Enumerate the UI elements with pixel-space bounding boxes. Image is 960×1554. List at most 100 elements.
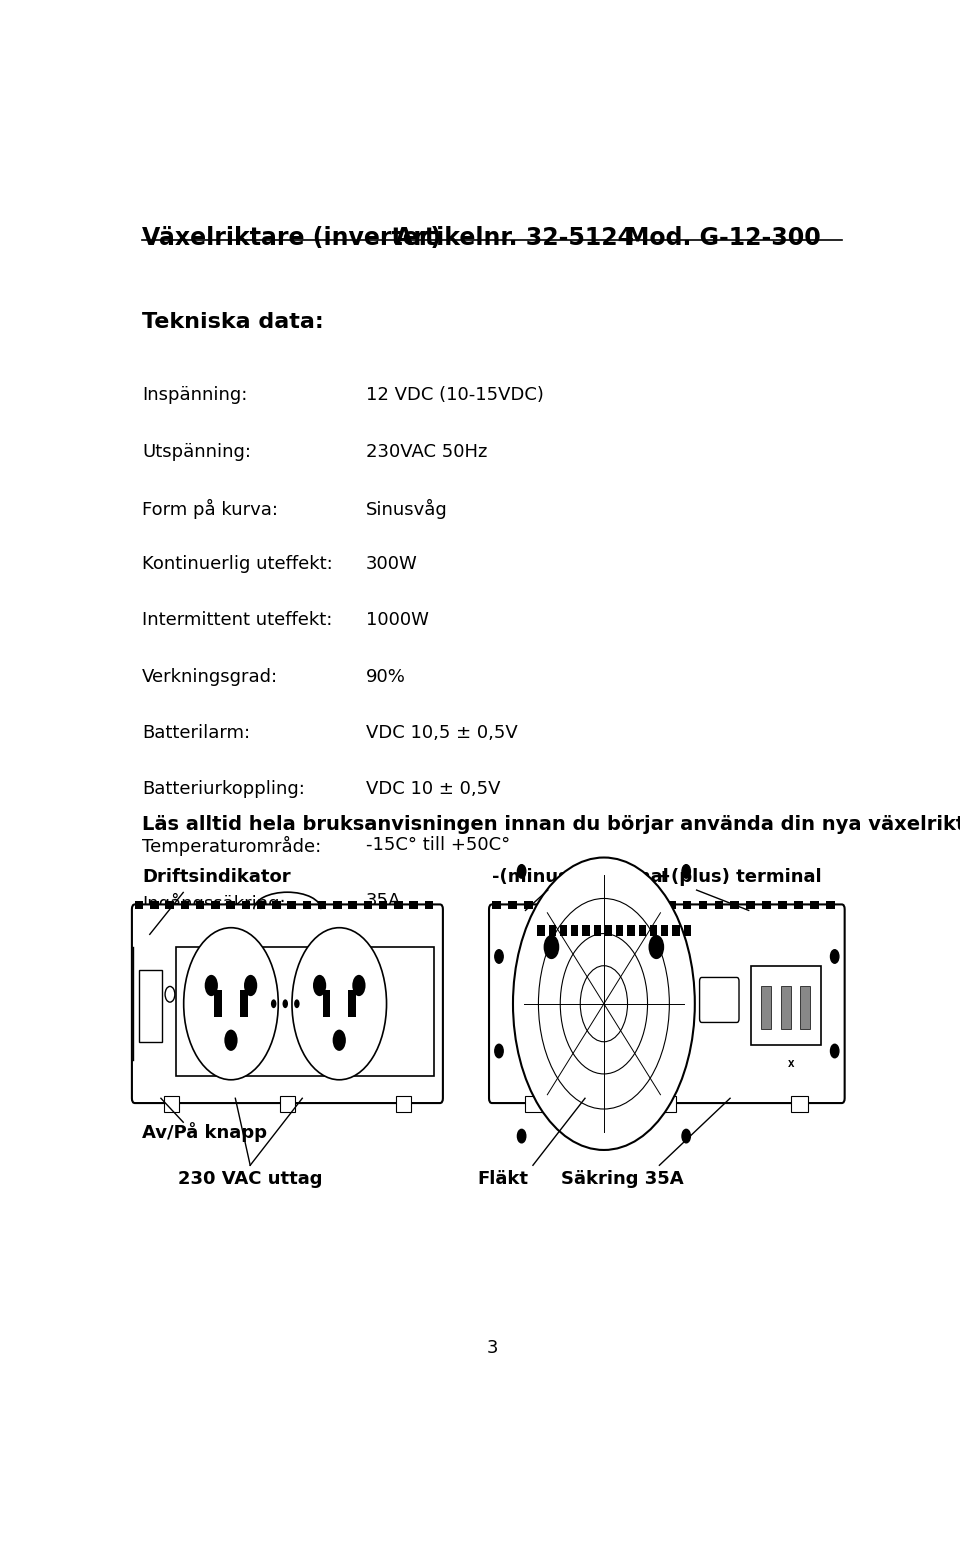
Circle shape [544,936,559,959]
Text: Mod. G-12-300: Mod. G-12-300 [626,225,821,250]
Bar [196,901,204,909]
Bar [605,925,612,936]
Circle shape [494,949,503,963]
Text: Överbelastningsskydd:: Överbelastningsskydd: [142,948,348,968]
Bar [714,901,723,909]
Circle shape [292,928,387,1080]
Text: Verkningsgrad:: Verkningsgrad: [142,668,278,685]
Text: Temperaturområde:: Temperaturområde: [142,836,322,856]
Bar [348,990,356,1018]
Bar [603,901,612,909]
Bar [538,925,544,936]
Bar [164,1097,180,1111]
Text: 3: 3 [487,1338,497,1357]
Bar [176,946,434,1075]
Bar [379,901,387,909]
Text: 300W: 300W [366,555,418,573]
Circle shape [517,864,526,878]
Bar [396,1097,411,1111]
Bar [571,901,580,909]
Bar [801,985,810,1029]
Circle shape [352,974,366,996]
Bar [667,901,676,909]
Bar [165,901,174,909]
Bar [810,901,819,909]
Text: Fläkt: Fläkt [366,1005,409,1023]
Bar [492,901,501,909]
Bar [638,925,646,936]
Circle shape [649,936,663,959]
Bar [619,901,628,909]
Bar [395,901,402,909]
FancyBboxPatch shape [132,904,443,1103]
Bar [508,901,516,909]
Bar [524,901,533,909]
Text: Kontinuerlig uteffekt:: Kontinuerlig uteffekt: [142,555,333,573]
Circle shape [244,974,257,996]
FancyBboxPatch shape [489,904,845,1103]
Bar [794,901,803,909]
Text: Av/På knapp: Av/På knapp [142,1122,267,1142]
Bar [731,901,739,909]
Bar [583,925,589,936]
Bar [636,901,644,909]
Text: -(minus) terminal: -(minus) terminal [492,869,669,886]
Circle shape [539,898,669,1110]
Bar [616,925,623,936]
Circle shape [830,949,839,963]
Text: 12 VDC (10-15VDC): 12 VDC (10-15VDC) [366,387,543,404]
Bar [139,970,162,1041]
Bar [318,901,326,909]
Text: 1000W: 1000W [366,611,428,629]
Bar [348,901,357,909]
Bar [214,990,222,1018]
Circle shape [682,864,690,878]
Text: Intermittent uteffekt:: Intermittent uteffekt: [142,611,333,629]
Bar [571,925,579,936]
Text: Inspänning:: Inspänning: [142,387,248,404]
Bar [279,1097,295,1111]
Bar [549,925,556,936]
Circle shape [282,999,288,1009]
Bar [826,901,834,909]
Bar [699,901,708,909]
Text: 230VAC 50Hz: 230VAC 50Hz [366,443,487,460]
Bar [684,925,691,936]
Bar [762,901,771,909]
Bar [791,1097,808,1111]
Bar [525,1097,542,1111]
Bar [323,990,330,1018]
Bar [257,901,265,909]
Bar [761,985,771,1029]
Circle shape [225,1030,237,1051]
Text: Driftsindikator: Driftsindikator [142,869,291,886]
Bar [593,925,601,936]
Bar [302,901,311,909]
Bar [409,901,418,909]
Text: Sinusvåg: Sinusvåg [366,499,447,519]
Text: Utspänning:: Utspänning: [142,443,252,460]
Bar [540,901,548,909]
Bar [150,901,158,909]
Circle shape [580,965,628,1041]
Circle shape [165,987,175,1002]
Circle shape [332,1030,346,1051]
Bar [672,925,680,936]
Text: Säkring 35A: Säkring 35A [561,1170,684,1189]
Bar [650,925,658,936]
Circle shape [204,974,218,996]
Circle shape [271,999,276,1009]
Text: 35A: 35A [366,892,401,911]
Bar [424,901,433,909]
Circle shape [682,1130,690,1142]
Bar [651,901,660,909]
Text: Kylning:: Kylning: [142,1005,214,1023]
Bar [364,901,372,909]
Text: 90%: 90% [366,668,405,685]
Text: Växelriktare (inverter): Växelriktare (inverter) [142,225,442,250]
Circle shape [513,858,695,1150]
Bar [333,901,342,909]
Text: Tekniska data:: Tekniska data: [142,312,324,333]
Bar [628,925,635,936]
Bar [746,901,756,909]
